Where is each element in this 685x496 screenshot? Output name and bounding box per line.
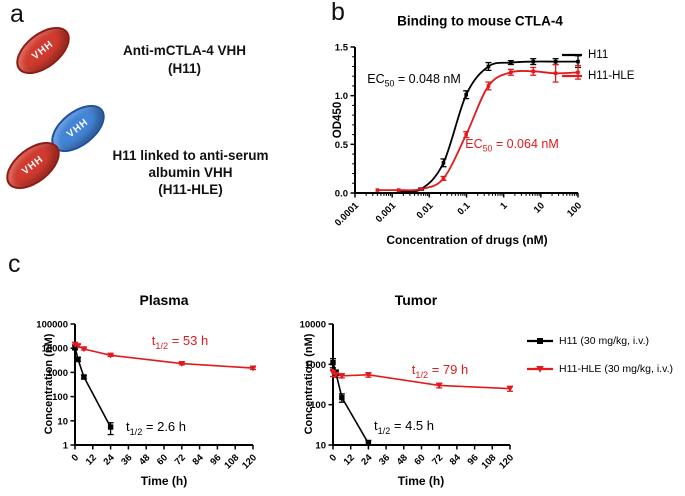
svg-text:72: 72 [173, 452, 188, 467]
h11-hle-caption: H11 linked to anti-serum albumin VHH (H1… [78, 147, 303, 198]
svg-text:108: 108 [479, 452, 498, 471]
legend-row-h11-hle: H11-HLE [562, 70, 634, 82]
svg-text:24: 24 [359, 452, 375, 468]
legend-label-h11-hle-dose: H11-HLE (30 mg/kg, i.v.) [559, 363, 673, 375]
pk-legend: H11 (30 mg/kg, i.v.) H11-HLE (30 mg/kg, … [527, 335, 673, 375]
h11-caption: Anti-mCTLA-4 VHH (H11) [92, 42, 277, 78]
h11-marker-swatch [527, 338, 553, 344]
h11-hle-line-swatch [562, 74, 582, 78]
svg-text:0: 0 [328, 452, 340, 464]
plasma-chart-title: Plasma [139, 292, 189, 308]
svg-text:100: 100 [52, 392, 68, 403]
svg-text:36: 36 [377, 452, 392, 467]
vhh-domain-label: VHH [20, 153, 46, 178]
panel-label-c: c [8, 250, 21, 278]
svg-text:10: 10 [315, 441, 326, 452]
svg-text:10: 10 [532, 200, 547, 215]
svg-text:0.0001: 0.0001 [333, 200, 362, 229]
svg-text:0.01: 0.01 [415, 200, 436, 221]
svg-text:60: 60 [155, 452, 170, 467]
legend-row-h11-hle-dose: H11-HLE (30 mg/kg, i.v.) [527, 363, 673, 375]
svg-text:96: 96 [208, 452, 223, 467]
svg-text:0.1: 0.1 [455, 200, 473, 218]
legend-label-h11-dose: H11 (30 mg/kg, i.v.) [559, 335, 650, 347]
svg-text:1: 1 [63, 441, 69, 452]
svg-text:48: 48 [137, 452, 152, 467]
svg-text:0.0: 0.0 [335, 189, 348, 200]
svg-text:120: 120 [240, 452, 259, 471]
svg-text:12: 12 [342, 452, 357, 467]
svg-text:10: 10 [57, 416, 68, 427]
svg-text:36: 36 [119, 452, 134, 467]
legend-label-h11-hle: H11-HLE [588, 70, 635, 82]
vhh-domain-label: VHH [65, 116, 91, 141]
svg-text:1.5: 1.5 [335, 43, 349, 54]
binding-x-axis-label: Concentration of drugs (nM) [386, 233, 548, 247]
plasma-x-axis-label: Time (h) [140, 474, 188, 488]
svg-text:72: 72 [430, 452, 445, 467]
h11-hle-caption-line2: albumin VHH [148, 165, 233, 180]
svg-text:1000: 1000 [305, 360, 326, 371]
svg-text:60: 60 [412, 452, 427, 467]
svg-text:96: 96 [465, 452, 480, 467]
svg-text:100: 100 [565, 200, 584, 219]
svg-text:1.0: 1.0 [335, 91, 348, 102]
svg-text:100000: 100000 [36, 320, 68, 331]
binding-chart-title: Binding to mouse CTLA-4 [397, 13, 563, 29]
tumor-x-axis-label: Time (h) [397, 474, 445, 488]
vhh-domain-label: VHH [30, 38, 56, 63]
h11-hle-marker-swatch [527, 366, 553, 373]
svg-text:24: 24 [101, 452, 117, 468]
legend-row-h11: H11 [562, 49, 634, 61]
h11-line-swatch [562, 53, 582, 57]
svg-text:0.001: 0.001 [374, 200, 399, 225]
svg-text:48: 48 [395, 452, 410, 467]
svg-text:12: 12 [84, 452, 99, 467]
svg-text:0: 0 [70, 452, 82, 464]
svg-text:1000: 1000 [47, 368, 68, 379]
svg-text:1: 1 [498, 200, 510, 212]
svg-text:84: 84 [448, 452, 464, 468]
legend-label-h11: H11 [588, 49, 609, 61]
h11-hle-caption-line3: (H11-HLE) [158, 182, 223, 197]
binding-chart: 0.0001 0.001 0.01 0.1 1 10 100 0.0 0.5 1.0 1.5 [333, 43, 584, 229]
svg-text:10000: 10000 [300, 320, 326, 331]
h11-caption-line1: Anti-mCTLA-4 VHH [123, 43, 246, 58]
legend-row-h11-dose: H11 (30 mg/kg, i.v.) [527, 335, 673, 347]
svg-text:108: 108 [222, 452, 241, 471]
panel-label-b: b [331, 0, 345, 26]
svg-text:0.5: 0.5 [335, 140, 349, 151]
svg-text:100: 100 [310, 400, 326, 411]
svg-text:120: 120 [497, 452, 516, 471]
tumor-chart-title: Tumor [394, 292, 438, 308]
panel-label-a: a [10, 0, 24, 28]
h11-caption-line2: (H11) [167, 61, 201, 76]
h11-hle-caption-line1: H11 linked to anti-serum [112, 148, 269, 163]
binding-legend: H11 H11-HLE [562, 49, 634, 82]
svg-text:10000: 10000 [42, 344, 68, 355]
svg-text:84: 84 [190, 452, 206, 468]
